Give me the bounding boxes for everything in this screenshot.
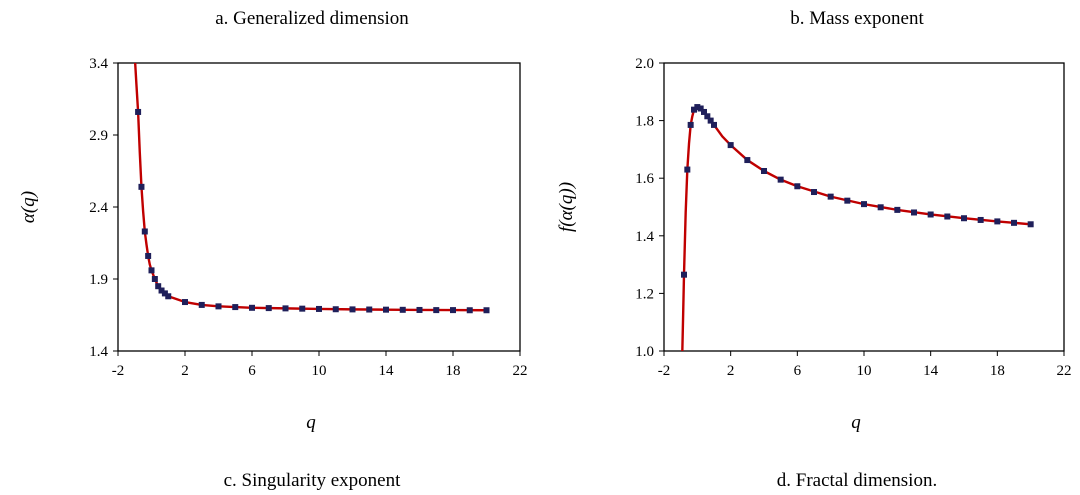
- y-tick-label: 3.4: [89, 56, 108, 72]
- title-c: c. Singularity exponent: [224, 470, 401, 491]
- data-point: [282, 305, 289, 312]
- data-point: [483, 307, 490, 314]
- data-point: [697, 105, 704, 112]
- y-axis-label: α(q): [18, 191, 39, 223]
- data-point: [794, 183, 801, 190]
- y-tick-label: 2.0: [635, 56, 654, 72]
- data-point: [141, 228, 148, 235]
- data-point: [811, 189, 817, 196]
- y-tick-label: 1.2: [635, 286, 654, 302]
- data-point: [299, 305, 306, 312]
- data-point: [1027, 221, 1034, 228]
- data-point: [466, 307, 473, 314]
- x-tick-label: 10: [857, 363, 872, 379]
- data-point: [961, 215, 967, 222]
- data-point: [265, 305, 272, 312]
- y-tick-label: 2.9: [89, 128, 108, 144]
- x-tick-label: 18: [446, 363, 461, 379]
- data-point: [994, 218, 1001, 225]
- x-tick-label: 18: [990, 363, 1005, 379]
- x-tick-label: 10: [312, 363, 327, 379]
- x-axis-label: q: [306, 412, 316, 433]
- data-point: [198, 301, 205, 308]
- data-point: [215, 303, 222, 310]
- data-point: [691, 106, 697, 113]
- chart-alpha: -2 2 6 10 14 18 22 1.4 1.9 2.4 2.9 3.4 q α(q): [18, 56, 528, 433]
- data-point: [433, 307, 440, 314]
- data-point: [911, 209, 917, 216]
- data-point: [684, 166, 691, 173]
- data-point: [711, 121, 717, 128]
- data-point: [151, 276, 158, 282]
- data-point: [681, 271, 687, 278]
- data-point: [182, 299, 188, 306]
- data-point: [944, 213, 951, 220]
- data-point: [707, 117, 714, 124]
- chart-f-alpha: -2 2 6 10 14 18 22 1.0 1.2 1.4 1.6 1.8 2.0 q f(α(q)): [556, 56, 1072, 433]
- data-point: [316, 305, 322, 312]
- data-point: [701, 108, 707, 115]
- data-point: [366, 306, 373, 313]
- data-point: [158, 287, 165, 294]
- data-point: [894, 206, 901, 213]
- data-point: [777, 176, 784, 183]
- data-point: [145, 252, 152, 259]
- x-tick-label: 22: [1057, 363, 1072, 379]
- data-point: [844, 197, 851, 204]
- data-point: [450, 307, 456, 314]
- x-tick-label: -2: [658, 363, 671, 379]
- data-point: [977, 216, 984, 223]
- data-point: [861, 201, 867, 208]
- x-tick-label: 14: [379, 363, 395, 379]
- x-tick-label: 22: [513, 363, 528, 379]
- data-point: [332, 306, 339, 313]
- data-point: [927, 211, 934, 218]
- data-point: [232, 304, 239, 311]
- data-point: [694, 104, 701, 111]
- data-point: [761, 168, 767, 174]
- series-line: [681, 105, 1031, 351]
- x-tick-label: 2: [181, 363, 189, 379]
- data-point: [383, 306, 389, 313]
- data-point: [135, 108, 142, 115]
- y-tick-label: 1.9: [89, 272, 108, 288]
- x-tick-label: 14: [923, 363, 939, 379]
- data-point: [744, 157, 751, 164]
- data-point: [138, 183, 145, 190]
- data-point: [1011, 219, 1017, 226]
- y-tick-label: 1.0: [635, 344, 654, 360]
- title-a: a. Generalized dimension: [215, 8, 409, 29]
- data-point: [416, 306, 423, 313]
- y-tick-label: 1.8: [635, 114, 654, 130]
- data-point: [148, 267, 155, 274]
- x-axis-label: q: [851, 412, 861, 433]
- data-point: [161, 290, 168, 297]
- data-point: [155, 283, 162, 290]
- y-axis-label: f(α(q)): [556, 182, 577, 232]
- y-tick-label: 1.4: [635, 229, 654, 245]
- data-point: [827, 193, 834, 200]
- data-point: [727, 142, 734, 149]
- data-point: [165, 293, 172, 300]
- x-tick-label: 6: [248, 363, 256, 379]
- title-d: d. Fractal dimension.: [777, 470, 937, 491]
- data-point: [349, 306, 356, 313]
- data-point: [249, 304, 255, 311]
- x-tick-label: 6: [794, 363, 802, 379]
- data-point: [399, 306, 406, 313]
- x-tick-label: 2: [727, 363, 735, 379]
- series-line: [133, 63, 487, 312]
- data-point: [687, 121, 694, 128]
- y-tick-label: 2.4: [89, 200, 108, 216]
- title-b: b. Mass exponent: [790, 8, 924, 29]
- x-tick-label: -2: [112, 363, 125, 379]
- data-point: [704, 113, 711, 120]
- y-tick-label: 1.4: [89, 344, 108, 360]
- y-tick-label: 1.6: [635, 171, 654, 187]
- data-point: [877, 204, 884, 211]
